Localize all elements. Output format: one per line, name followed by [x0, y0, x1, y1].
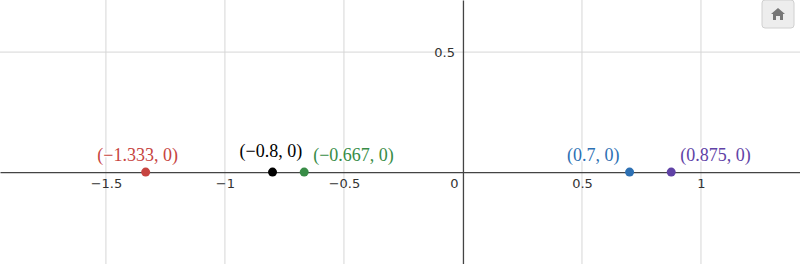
point-label: (0.875, 0)	[680, 145, 751, 166]
x-tick: −1	[216, 172, 235, 191]
x-tick-label: 0	[450, 176, 458, 191]
x-tick-label: −1	[216, 176, 235, 191]
x-axis: −1.5 −1 −0.5 0 0.5 1	[1, 172, 800, 191]
home-icon[interactable]	[771, 8, 785, 20]
point	[268, 168, 277, 177]
x-axis-line	[1, 172, 800, 173]
y-tick: 0.5	[434, 45, 463, 60]
x-tick-label: 0.5	[572, 176, 593, 191]
x-tick-label: 1	[697, 176, 705, 191]
point	[625, 168, 634, 177]
home-button-bg[interactable]	[762, 0, 794, 28]
x-grid-line	[224, 0, 225, 264]
y-tick-label: 0.5	[434, 45, 455, 60]
x-tick: −1.5	[91, 172, 123, 191]
point-labels: (−1.333, 0) (−0.8, 0) (−0.667, 0) (0.7, 0) (…	[97, 141, 750, 166]
x-grid-line	[343, 0, 344, 264]
x-grid-line	[105, 0, 106, 264]
y-axis: 0.5	[434, 1, 463, 264]
x-tick: 1	[697, 172, 705, 191]
y-grid-line	[0, 52, 800, 53]
x-tick: −0.5	[329, 172, 361, 191]
grid	[0, 0, 800, 264]
x-tick-label: −1.5	[91, 176, 123, 191]
point	[141, 168, 150, 177]
chart: −1.5−1−0.500.510.5(−1.333, 0)(−0.8, 0)(−…	[0, 0, 800, 264]
x-tick: 0	[450, 172, 463, 191]
x-grid-line	[700, 0, 701, 264]
y-axis-line	[463, 1, 464, 264]
points	[141, 168, 676, 177]
x-grid-line	[581, 0, 582, 264]
point-label: (−1.333, 0)	[97, 145, 178, 166]
point-label: (−0.667, 0)	[313, 145, 394, 166]
point	[300, 168, 309, 177]
x-tick: 0.5	[572, 172, 593, 191]
point-label: (0.7, 0)	[567, 145, 620, 166]
x-tick-label: −0.5	[329, 176, 361, 191]
point	[667, 168, 676, 177]
home-button[interactable]	[762, 0, 794, 28]
point-label: (−0.8, 0)	[240, 141, 303, 162]
